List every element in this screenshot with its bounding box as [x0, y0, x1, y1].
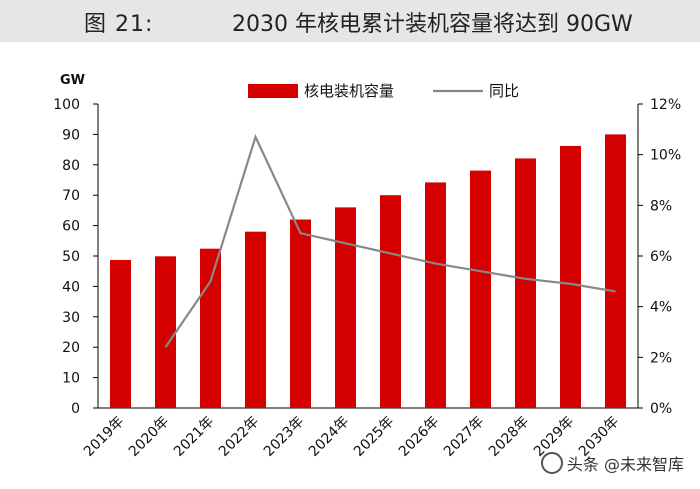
- left-tick-label: 60: [62, 219, 80, 235]
- figure-label: 图 21:: [84, 12, 154, 37]
- bar: [560, 145, 581, 408]
- yoy-line: [164, 133, 616, 348]
- left-tick-label: 20: [62, 340, 80, 356]
- left-tick-label: 30: [62, 310, 80, 326]
- right-tick-label: 2%: [650, 350, 672, 366]
- bar: [515, 158, 536, 408]
- x-tick-label: 2026年: [396, 414, 442, 460]
- left-tick-label: 40: [62, 279, 80, 295]
- bar: [200, 248, 221, 408]
- left-tick-label: 80: [62, 158, 80, 174]
- title-bar: 图 21: 2030 年核电累计装机容量将达到 90GW: [0, 0, 700, 42]
- bar: [110, 259, 131, 408]
- watermark: 头条 @未来智库: [540, 451, 684, 475]
- right-tick-label: 0%: [650, 401, 672, 417]
- bar: [605, 134, 626, 408]
- watermark-text: 头条 @未来智库: [566, 455, 684, 474]
- bar: [245, 231, 266, 408]
- right-tick-label: 8%: [650, 198, 672, 214]
- left-tick-label: 90: [62, 127, 80, 143]
- bar: [380, 195, 401, 408]
- chart: 0 10 20 30 40 50 60 70 80 90 100 GW 0% 2% 4% 6% 8% 10% 12%…: [53, 73, 681, 460]
- left-tick-label: 70: [62, 188, 80, 204]
- legend-swatch-bars: [248, 84, 298, 98]
- watermark-logo-icon: [540, 452, 563, 474]
- bar: [425, 182, 446, 408]
- right-tick-label: 4%: [650, 300, 672, 316]
- bar: [155, 256, 176, 408]
- right-tick-label: 12%: [650, 97, 681, 113]
- x-tick-label: 2028年: [486, 414, 532, 460]
- x-tick-label: 2027年: [441, 414, 487, 460]
- x-tick-label: 2020年: [126, 414, 172, 460]
- left-tick-label: 50: [62, 249, 80, 265]
- bar: [470, 170, 491, 408]
- left-tick-label: 10: [62, 371, 80, 387]
- left-tick-label: 0: [71, 401, 80, 417]
- bar: [290, 219, 311, 408]
- right-tick-label: 10%: [650, 148, 681, 164]
- x-tick-label: 2022年: [216, 414, 262, 460]
- x-tick-label: 2023年: [261, 414, 307, 460]
- legend-label-line: 同比: [489, 82, 519, 100]
- right-tick-label: 6%: [650, 249, 672, 265]
- legend-label-bars: 核电装机容量: [304, 82, 394, 100]
- left-axis-unit: GW: [60, 73, 85, 88]
- x-tick-label: 2024年: [306, 414, 352, 460]
- bar: [335, 207, 356, 408]
- x-tick-label: 2019年: [81, 414, 127, 460]
- left-tick-label: 100: [53, 97, 80, 113]
- chart-title: 2030 年核电累计装机容量将达到 90GW: [232, 12, 633, 37]
- x-tick-label: 2021年: [171, 414, 217, 460]
- x-tick-label: 2025年: [351, 414, 397, 460]
